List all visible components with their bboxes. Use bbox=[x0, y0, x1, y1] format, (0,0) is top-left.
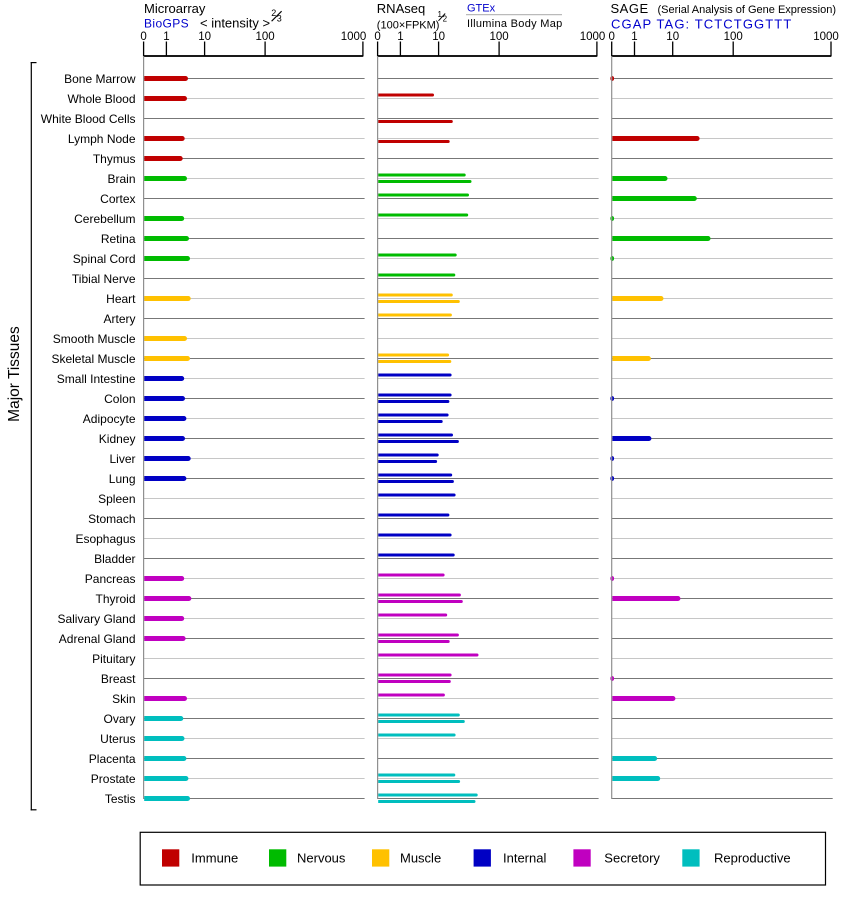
svg-text:1000: 1000 bbox=[580, 31, 606, 43]
svg-text:2: 2 bbox=[443, 15, 448, 24]
svg-text:1: 1 bbox=[163, 31, 169, 43]
svg-text:Spleen: Spleen bbox=[98, 492, 135, 506]
svg-text:100: 100 bbox=[256, 31, 275, 43]
svg-text:RNAseq: RNAseq bbox=[377, 1, 425, 16]
svg-text:Salivary Gland: Salivary Gland bbox=[57, 612, 135, 626]
svg-text:Skeletal Muscle: Skeletal Muscle bbox=[51, 352, 135, 366]
svg-text:3: 3 bbox=[277, 14, 282, 24]
svg-text:10: 10 bbox=[198, 31, 211, 43]
svg-text:Brain: Brain bbox=[107, 172, 135, 186]
svg-text:Bladder: Bladder bbox=[94, 552, 135, 566]
svg-text:Artery: Artery bbox=[103, 312, 135, 326]
svg-text:0: 0 bbox=[608, 31, 614, 43]
svg-text:Adipocyte: Adipocyte bbox=[83, 412, 136, 426]
svg-text:Secretory: Secretory bbox=[604, 851, 660, 866]
svg-text:Stomach: Stomach bbox=[88, 512, 135, 526]
svg-text:White Blood Cells: White Blood Cells bbox=[41, 112, 136, 126]
svg-text:SAGE: SAGE bbox=[611, 1, 649, 16]
svg-text:Smooth Muscle: Smooth Muscle bbox=[53, 332, 136, 346]
svg-text:Microarray: Microarray bbox=[144, 1, 206, 16]
svg-text:Pancreas: Pancreas bbox=[85, 572, 136, 586]
svg-text:Whole Blood: Whole Blood bbox=[67, 92, 135, 106]
svg-text:1: 1 bbox=[438, 10, 443, 19]
svg-text:0: 0 bbox=[140, 31, 146, 43]
svg-text:1: 1 bbox=[631, 31, 637, 43]
svg-text:Ovary: Ovary bbox=[103, 712, 135, 726]
svg-text:Uterus: Uterus bbox=[100, 732, 135, 746]
svg-text:Retina: Retina bbox=[101, 232, 136, 246]
svg-text:100: 100 bbox=[490, 31, 509, 43]
svg-text:Cortex: Cortex bbox=[100, 192, 135, 206]
svg-text:BioGPS: BioGPS bbox=[144, 17, 189, 31]
svg-text:Pituitary: Pituitary bbox=[92, 652, 135, 666]
svg-text:2: 2 bbox=[271, 8, 276, 18]
svg-text:0: 0 bbox=[374, 31, 380, 43]
svg-text:Heart: Heart bbox=[106, 292, 136, 306]
svg-text:(Serial Analysis of Gene Expre: (Serial Analysis of Gene Expression) bbox=[658, 4, 837, 16]
svg-text:Skin: Skin bbox=[112, 692, 135, 706]
svg-text:1000: 1000 bbox=[813, 31, 839, 43]
svg-text:Adrenal Gland: Adrenal Gland bbox=[59, 632, 136, 646]
svg-text:10: 10 bbox=[666, 31, 679, 43]
svg-text:Cerebellum: Cerebellum bbox=[74, 212, 135, 226]
svg-text:Muscle: Muscle bbox=[400, 851, 441, 866]
svg-text:Spinal Cord: Spinal Cord bbox=[73, 252, 136, 266]
svg-text:Breast: Breast bbox=[101, 672, 136, 686]
svg-text:Thymus: Thymus bbox=[93, 152, 136, 166]
svg-text:Nervous: Nervous bbox=[297, 851, 346, 866]
svg-text:1000: 1000 bbox=[341, 31, 367, 43]
svg-text:Testis: Testis bbox=[105, 792, 136, 806]
svg-text:Esophagus: Esophagus bbox=[75, 532, 135, 546]
svg-text:Colon: Colon bbox=[104, 392, 135, 406]
svg-text:Thyroid: Thyroid bbox=[95, 592, 135, 606]
svg-text:< intensity >: < intensity > bbox=[200, 16, 270, 31]
svg-text:Small Intestine: Small Intestine bbox=[57, 372, 136, 386]
svg-text:Placenta: Placenta bbox=[89, 752, 136, 766]
svg-text:(100×FPKM): (100×FPKM) bbox=[377, 20, 440, 32]
svg-text:10: 10 bbox=[432, 31, 445, 43]
svg-text:100: 100 bbox=[724, 31, 743, 43]
svg-text:Major Tissues: Major Tissues bbox=[6, 326, 23, 422]
svg-text:Liver: Liver bbox=[109, 452, 135, 466]
svg-text:Illumina Body Map: Illumina Body Map bbox=[467, 18, 563, 30]
svg-text:Immune: Immune bbox=[191, 851, 238, 866]
svg-text:CGAP TAG: TCTCTGGTTT: CGAP TAG: TCTCTGGTTT bbox=[611, 17, 792, 32]
svg-text:Tibial Nerve: Tibial Nerve bbox=[72, 272, 136, 286]
svg-text:Reproductive: Reproductive bbox=[714, 851, 791, 866]
svg-text:1: 1 bbox=[397, 31, 403, 43]
svg-text:Bone Marrow: Bone Marrow bbox=[64, 72, 136, 86]
svg-text:Internal: Internal bbox=[503, 851, 546, 866]
svg-text:Lymph Node: Lymph Node bbox=[68, 132, 136, 146]
svg-text:GTEx: GTEx bbox=[467, 3, 496, 15]
svg-text:Kidney: Kidney bbox=[99, 432, 136, 446]
svg-text:Prostate: Prostate bbox=[91, 772, 136, 786]
svg-text:Lung: Lung bbox=[109, 472, 136, 486]
